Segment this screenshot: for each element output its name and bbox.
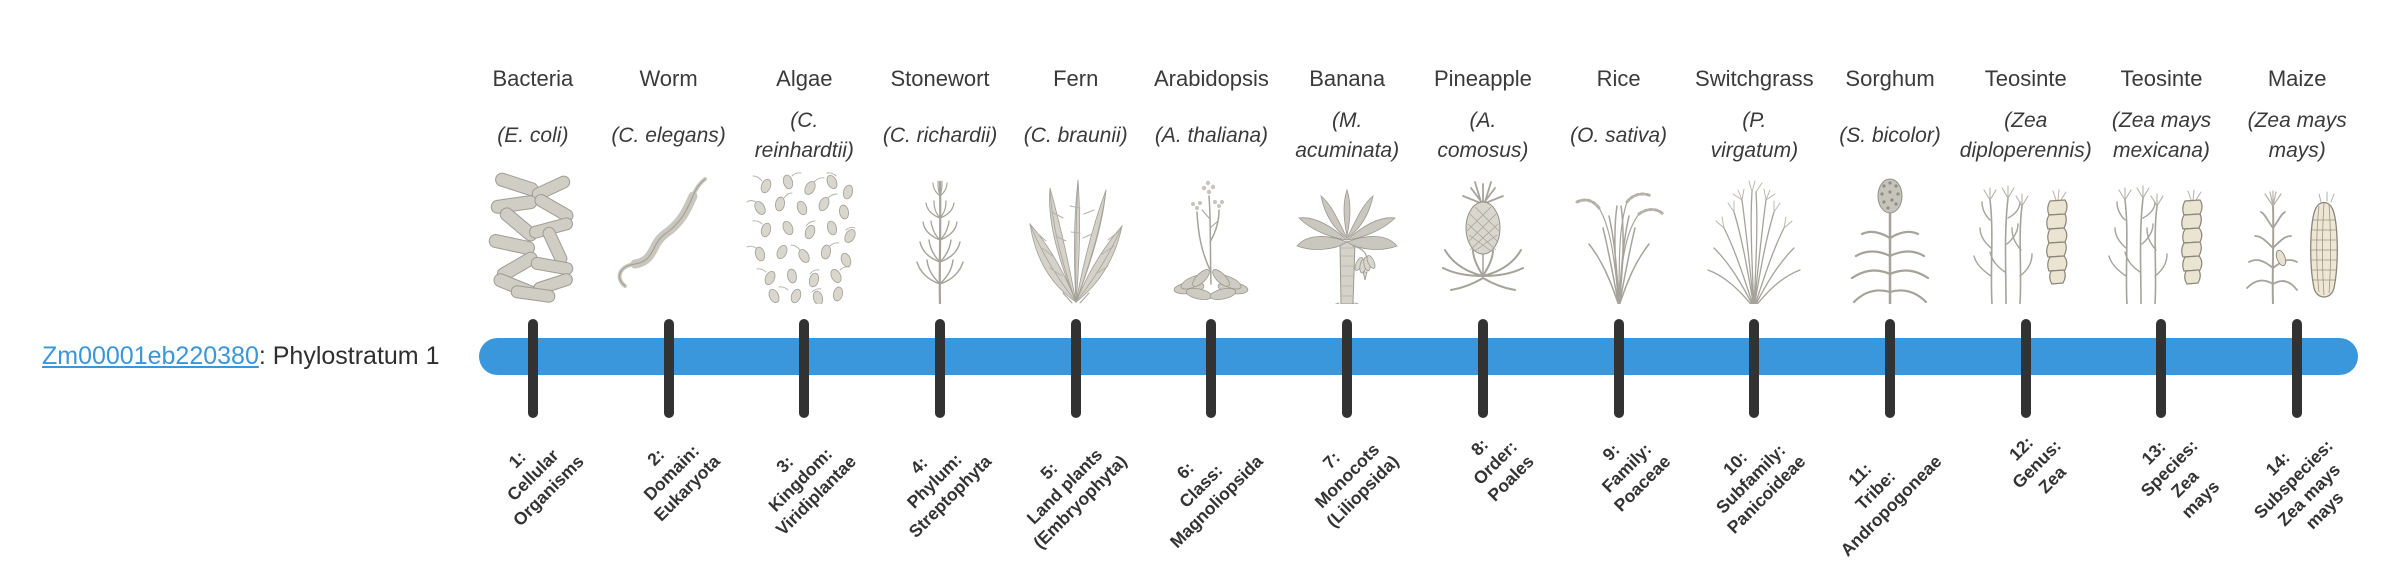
stratum-label: 7: Monocots (Liliopsida) xyxy=(1310,439,1403,532)
organism-common-name: Arabidopsis xyxy=(1153,66,1269,91)
organism-common-name: Pineapple xyxy=(1433,66,1532,91)
organism-scientific-name: (A. comosus) xyxy=(1437,109,1529,162)
organism-scientific-name: (C. elegans) xyxy=(611,124,726,147)
organism-common-name: Switchgrass xyxy=(1695,66,1814,91)
organism-column-banana: Banana (M. acuminata) xyxy=(1279,0,1415,580)
timeline-tick xyxy=(2156,319,2167,418)
timeline-tick xyxy=(1070,319,1081,418)
timeline-tick xyxy=(1885,319,1896,418)
timeline-tick xyxy=(2020,319,2031,418)
organism-common-name: Sorghum xyxy=(1845,66,1935,91)
organism-scientific-name: (S. bicolor) xyxy=(1839,124,1941,147)
stratum-label: 10: Subfamily: Panicoideae xyxy=(1712,439,1810,538)
organism-scientific-name: (Zea diploperennis) xyxy=(1959,109,2092,162)
organism-scientific-name: (Zea mays mays) xyxy=(2247,109,2347,162)
gene-phylostratum-text: : Phylostratum 1 xyxy=(258,342,440,370)
gene-label: Zm00001eb220380: Phylostratum 1 xyxy=(42,342,440,371)
organism-column-pineapple: Pineapple (A. comosus) 8: Order: Poales xyxy=(1415,0,1551,580)
organism-common-name: Rice xyxy=(1596,66,1641,91)
organism-column-fern: Fern (C. braunii) 5: Land plants (Embryo… xyxy=(1008,0,1144,580)
organism-common-name: Teosinte xyxy=(1984,66,2067,91)
stratum-label: 12: Genus: Zea xyxy=(2005,432,2071,498)
organism-column-teosinte-diploperennis: Teosinte (Zea diploperennis) 12: Genus: … xyxy=(1958,0,2094,580)
rice-icon xyxy=(1575,192,1665,304)
pineapple-icon xyxy=(1441,181,1524,291)
stonewort-icon xyxy=(916,180,964,304)
organism-common-name: Bacteria xyxy=(492,66,574,91)
teosinte-icon xyxy=(2100,172,2222,304)
organism-column-switchgrass: Switchgrass (P. virgatum) 10: Subfamily:… xyxy=(1686,0,1822,580)
organism-scientific-name: (C. richardii) xyxy=(882,124,998,147)
stratum-label: 4: Phylum: Streptophyta xyxy=(902,449,996,542)
switchgrass-icon xyxy=(1707,180,1801,304)
organism-common-name: Banana xyxy=(1309,66,1386,91)
timeline-tick xyxy=(663,319,674,418)
organism-column-teosinte-mexicana: Teosinte (Zea mays mexicana) 13: Species… xyxy=(2094,0,2230,580)
timeline-tick xyxy=(2292,319,2303,418)
organism-scientific-name: (P. virgatum) xyxy=(1710,109,1799,162)
timeline-tick xyxy=(1613,319,1624,418)
stratum-label: 13: Species: Zea mays xyxy=(2136,435,2223,522)
stratum-label: 11: Tribe: Andropogoneae xyxy=(1836,450,1946,560)
organism-column-algae: Algae (C. reinhardtii) xyxy=(736,0,872,580)
organism-column-maize: Maize (Zea mays mays) 14: Subspecies: Ze… xyxy=(2229,0,2365,580)
timeline-tick xyxy=(1749,319,1760,418)
organism-common-name: Maize xyxy=(2267,66,2327,91)
timeline-tick xyxy=(1477,319,1488,418)
timeline-bar xyxy=(479,338,2358,375)
organism-scientific-name: (Zea mays mexicana) xyxy=(2111,109,2212,162)
organism-scientific-name: (A. thaliana) xyxy=(1154,124,1269,147)
taxonomy-columns: Bacteria (E. coli) xyxy=(465,0,2365,580)
worm-icon xyxy=(617,177,707,288)
organism-column-sorghum: Sorghum (S. bicolor) 11: Tribe: Andropog… xyxy=(1822,0,1958,580)
fern-icon xyxy=(1029,179,1123,304)
timeline-tick xyxy=(1342,319,1353,418)
stratum-label: 3: Kingdom: Viridiplantae xyxy=(763,443,860,540)
organism-scientific-name: (E. coli) xyxy=(497,124,569,147)
timeline-tick xyxy=(527,319,538,418)
stratum-label: 1: Cellular Organisms xyxy=(503,445,588,530)
organism-scientific-name: (C. braunii) xyxy=(1023,124,1128,147)
timeline-tick xyxy=(1206,319,1217,418)
sorghum-icon xyxy=(1850,178,1930,304)
organism-column-bacteria: Bacteria (E. coli) xyxy=(465,0,601,580)
organism-common-name: Stonewort xyxy=(890,66,990,91)
organism-common-name: Algae xyxy=(776,66,833,91)
timeline-tick xyxy=(799,319,810,418)
stratum-label: 9: Family: Poaceae xyxy=(1597,438,1674,516)
organism-column-arabidopsis: Arabidopsis (A. thaliana) xyxy=(1144,0,1280,580)
stratum-label: 8: Order: Poales xyxy=(1467,434,1538,505)
teosinte-icon xyxy=(1965,172,2087,304)
maize-icon xyxy=(2246,190,2339,304)
bacteria-icon xyxy=(488,172,574,303)
stratum-label: 14: Subspecies: Zea mays mays xyxy=(2249,435,2348,533)
organism-scientific-name: (C. reinhardtii) xyxy=(754,109,854,162)
organism-scientific-name: (M. acuminata) xyxy=(1295,109,1400,162)
stratum-label: 6: Class: Magnoliopsida xyxy=(1165,450,1267,552)
stratum-label: 2: Domain: Eukaryota xyxy=(639,440,724,525)
timeline-tick xyxy=(935,319,946,418)
arabidopsis-icon xyxy=(1174,180,1249,300)
organism-common-name: Teosinte xyxy=(2120,66,2203,91)
organism-common-name: Fern xyxy=(1053,66,1099,91)
organism-column-worm: Worm (C. elegans) 2: Domain: Eukaryota xyxy=(601,0,737,580)
banana-icon xyxy=(1296,188,1398,304)
organism-scientific-name: (O. sativa) xyxy=(1570,124,1668,147)
gene-id-link[interactable]: Zm00001eb220380 xyxy=(42,342,259,370)
organism-column-stonewort: Stonewort (C. richardii) 4: Phylum: Stre… xyxy=(872,0,1008,580)
organism-common-name: Worm xyxy=(639,66,698,91)
stratum-label: 5: Land plants (Embryophyta) xyxy=(1022,444,1131,553)
algae-icon xyxy=(746,172,856,304)
organism-column-rice: Rice (O. sativa) 9: Family: Poaceae xyxy=(1551,0,1687,580)
